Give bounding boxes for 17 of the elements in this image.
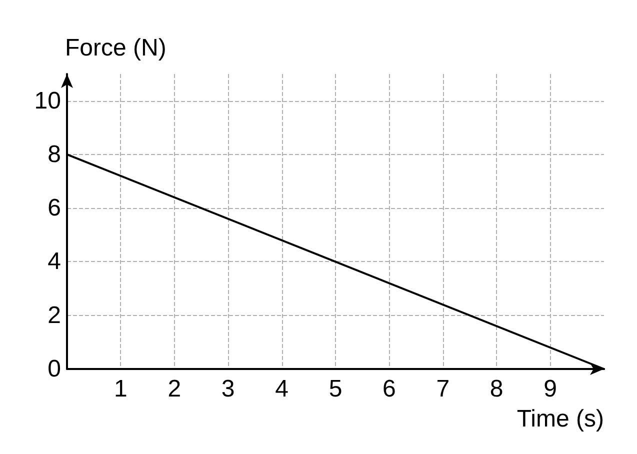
x-tick-label: 4 bbox=[275, 376, 288, 402]
x-tick-label: 6 bbox=[382, 376, 396, 402]
y-axis-title: Force (N) bbox=[65, 34, 166, 62]
x-tick-label: 3 bbox=[221, 376, 235, 402]
y-tick-label: 0 bbox=[48, 356, 61, 382]
x-tick-label: 2 bbox=[168, 376, 182, 402]
y-tick-label: 4 bbox=[48, 248, 61, 276]
x-tick-label: 9 bbox=[544, 376, 557, 402]
x-axis-title: Time (s) bbox=[516, 406, 604, 432]
x-tick-label: 1 bbox=[114, 376, 128, 402]
x-tick-label: 8 bbox=[490, 376, 504, 402]
y-tick-label: 8 bbox=[48, 140, 61, 168]
x-tick-label: 5 bbox=[328, 376, 342, 402]
y-tick-label: 6 bbox=[48, 194, 61, 222]
y-tick-label: 2 bbox=[48, 302, 61, 329]
x-tick-label: 7 bbox=[436, 376, 450, 402]
y-tick-label: 10 bbox=[34, 87, 61, 114]
